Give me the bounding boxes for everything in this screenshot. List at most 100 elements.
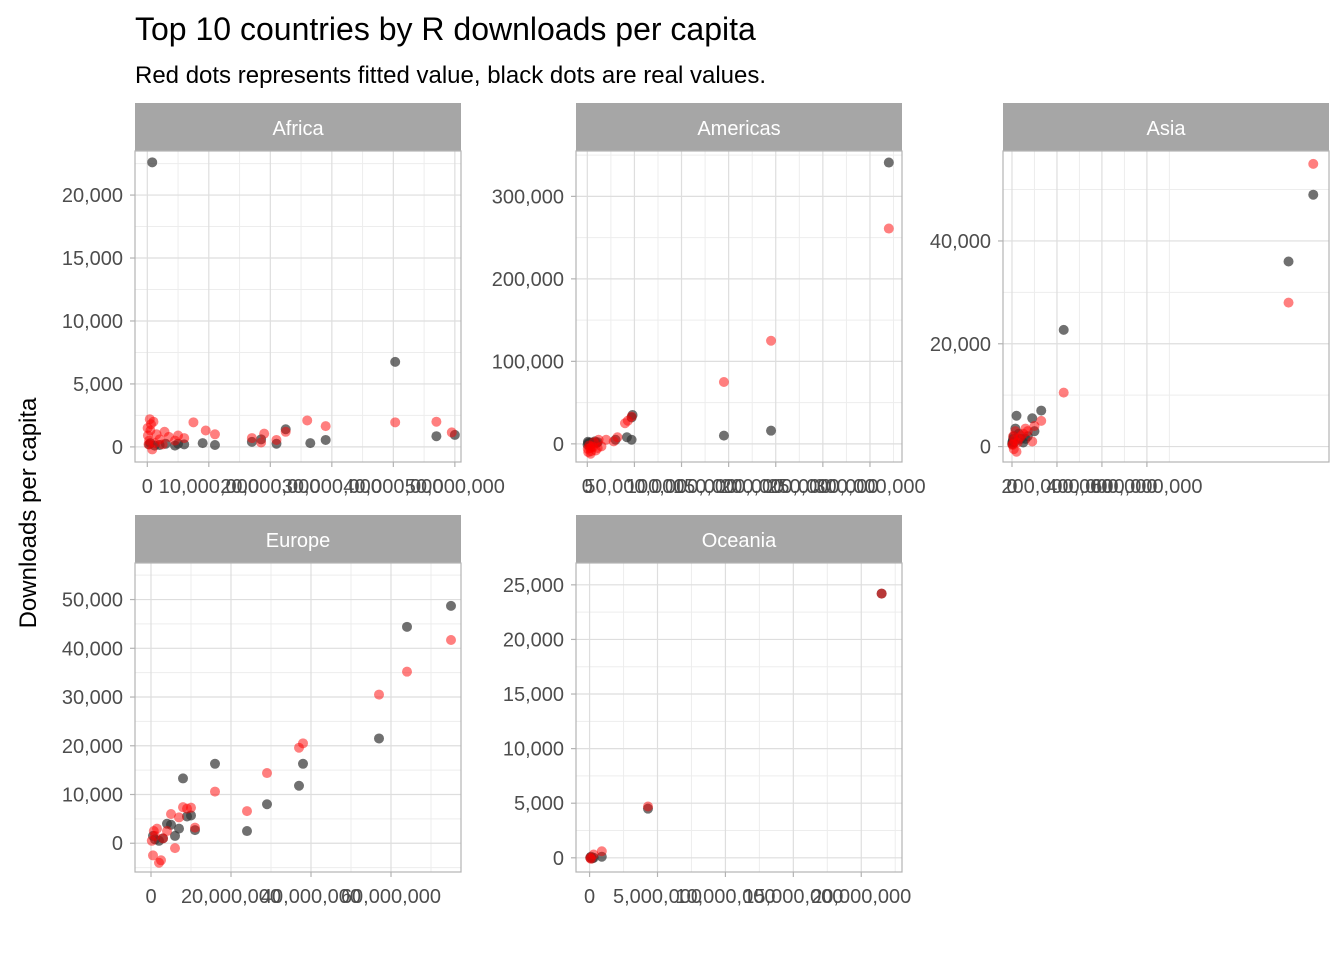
facet-oceania-fitted-point	[876, 588, 887, 599]
facet-americas-real-point	[621, 432, 632, 443]
facet-europe-panel	[135, 563, 461, 872]
facet-europe-real-point	[294, 780, 304, 791]
facet-asia-x-tick-label: 200,000,000	[1001, 476, 1112, 498]
facet-asia-real-point	[1308, 189, 1319, 200]
facet-africa-fitted-point	[390, 417, 401, 428]
facet-europe-real-point	[182, 811, 192, 822]
facet-americas-y-tick-label: 300,000	[492, 186, 564, 208]
facet-asia-fitted-point	[1308, 158, 1319, 169]
facet-africa-fitted-point	[446, 427, 457, 438]
facet-americas-x-tick-label: 300,000,000	[814, 476, 925, 498]
facet-oceania-strip-label: Oceania	[702, 530, 777, 552]
chart-subtitle: Red dots represents fitted value, black …	[135, 62, 766, 89]
facet-oceania-panel	[576, 563, 902, 872]
facet-africa: Africa 0 10,000,00020,000,00030,000,00040,…	[62, 103, 505, 498]
facet-africa-y-tick-label: 20,000	[62, 185, 123, 207]
facet-africa-fitted-point	[246, 433, 257, 444]
facet-asia-real-point	[1058, 324, 1069, 335]
facet-europe-fitted-point	[148, 850, 158, 861]
facet-asia-strip-label: Asia	[1147, 118, 1187, 140]
facet-europe-real-point	[178, 773, 188, 784]
facet-europe-fitted-point	[170, 843, 180, 854]
facet-africa-fitted-point	[149, 438, 160, 449]
facet-europe-y-tick-label: 0	[112, 833, 123, 855]
facet-europe-y-tick-label: 10,000	[62, 785, 123, 807]
facet-africa-real-point	[390, 356, 401, 367]
facet-europe-real-point	[262, 799, 272, 810]
facet-europe-fitted-point	[402, 666, 412, 677]
facet-oceania-x-tick-label: 5,000,000	[613, 886, 702, 908]
facet-asia-panel	[1003, 151, 1329, 462]
facet-europe-fitted-point	[446, 635, 456, 646]
facet-europe-fitted-point	[178, 802, 188, 813]
facet-asia-x-tick-label: 0	[1006, 476, 1017, 498]
facet-asia: Asia0200,000,000400,000,000600,000,00002…	[930, 103, 1330, 498]
facet-africa-x-tick-label: 20,000,000	[220, 476, 320, 498]
facet-americas-fitted-point	[619, 418, 630, 429]
facet-americas-real-point	[766, 425, 777, 436]
facet-asia-y-tick-label: 40,000	[930, 231, 991, 253]
facet-americas-y-tick-label: 100,000	[492, 351, 564, 373]
facet-americas-fitted-point	[718, 376, 729, 387]
facet-americas-x-tick-label: 50,000,000	[584, 476, 684, 498]
facet-americas-border	[575, 150, 903, 463]
facet-africa-fitted-point	[188, 417, 199, 428]
facet-asia-real-point	[1027, 413, 1038, 424]
facet-asia-y-tick-label: 20,000	[930, 334, 991, 356]
facet-africa-real-point	[209, 440, 220, 451]
facet-africa-fitted-point	[302, 415, 313, 426]
facet-africa-real-point	[431, 431, 442, 442]
facet-americas-fitted-point	[766, 335, 777, 346]
facet-europe-real-point	[446, 600, 456, 611]
facet-africa-x-tick-label: 30,000,000	[282, 476, 382, 498]
facet-africa-y-tick-label: 15,000	[62, 248, 123, 270]
facet-africa-fitted-point	[159, 426, 170, 437]
facet-americas-fitted-point	[883, 223, 894, 234]
facet-africa-real-point	[197, 438, 208, 449]
facet-oceania-strip	[576, 515, 902, 563]
facet-europe-real-point	[374, 733, 384, 744]
facet-oceania-y-tick-label: 15,000	[503, 684, 564, 706]
facet-americas-strip	[576, 103, 902, 151]
facet-europe-fitted-point	[166, 809, 176, 820]
facet-europe-fitted-point	[174, 812, 184, 823]
facet-europe-y-tick-label: 40,000	[62, 638, 123, 660]
facet-africa-fitted-point	[259, 428, 270, 439]
facet-asia-fitted-point	[1007, 440, 1018, 451]
facet-europe-strip-label: Europe	[266, 530, 331, 552]
facet-americas: Americas050,000,000100,000,000150,000,00…	[492, 103, 926, 498]
facet-oceania-x-tick-label: 10,000,000	[675, 886, 775, 908]
facet-africa-y-tick-label: 5,000	[73, 374, 123, 396]
facet-africa-fitted-point	[142, 430, 153, 441]
facet-oceania-x-tick-label: 15,000,000	[743, 886, 843, 908]
facet-europe-x-tick-label: 20,000,000	[181, 886, 281, 908]
facet-asia-y-tick-label: 0	[980, 437, 991, 459]
facet-asia-real-point	[1036, 405, 1047, 416]
facet-africa-y-tick-label: 0	[112, 437, 123, 459]
facet-asia-real-point	[1283, 256, 1294, 267]
facet-asia-x-tick-label: 600,000,000	[1091, 476, 1202, 498]
facet-oceania-fitted-point	[642, 801, 653, 812]
facet-europe-x-tick-label: 0	[145, 886, 156, 908]
facet-americas-x-tick-label: 250,000,000	[767, 476, 878, 498]
facet-asia-real-point	[1011, 410, 1022, 421]
facet-americas-real-point	[718, 430, 729, 441]
facet-europe-strip	[135, 515, 461, 563]
facet-oceania-y-tick-label: 25,000	[503, 575, 564, 597]
facet-europe-fitted-point	[146, 835, 157, 846]
facet-europe-fitted-point	[294, 742, 304, 753]
facet-africa-x-tick-label: 50,000,000	[405, 476, 505, 498]
facet-africa-fitted-point	[209, 429, 220, 440]
facet-africa-real-point	[305, 438, 316, 449]
facet-africa-x-tick-label: 40,000,000	[343, 476, 443, 498]
facet-africa-fitted-point	[280, 426, 291, 437]
facet-africa-panel	[135, 151, 461, 462]
facet-europe-fitted-point	[158, 833, 168, 844]
facet-europe-fitted-point	[154, 857, 164, 868]
facet-europe-real-point	[162, 818, 172, 829]
facet-asia-fitted-point	[1283, 297, 1294, 308]
facet-europe-y-tick-label: 20,000	[62, 736, 123, 758]
facet-africa-real-point	[147, 157, 158, 168]
